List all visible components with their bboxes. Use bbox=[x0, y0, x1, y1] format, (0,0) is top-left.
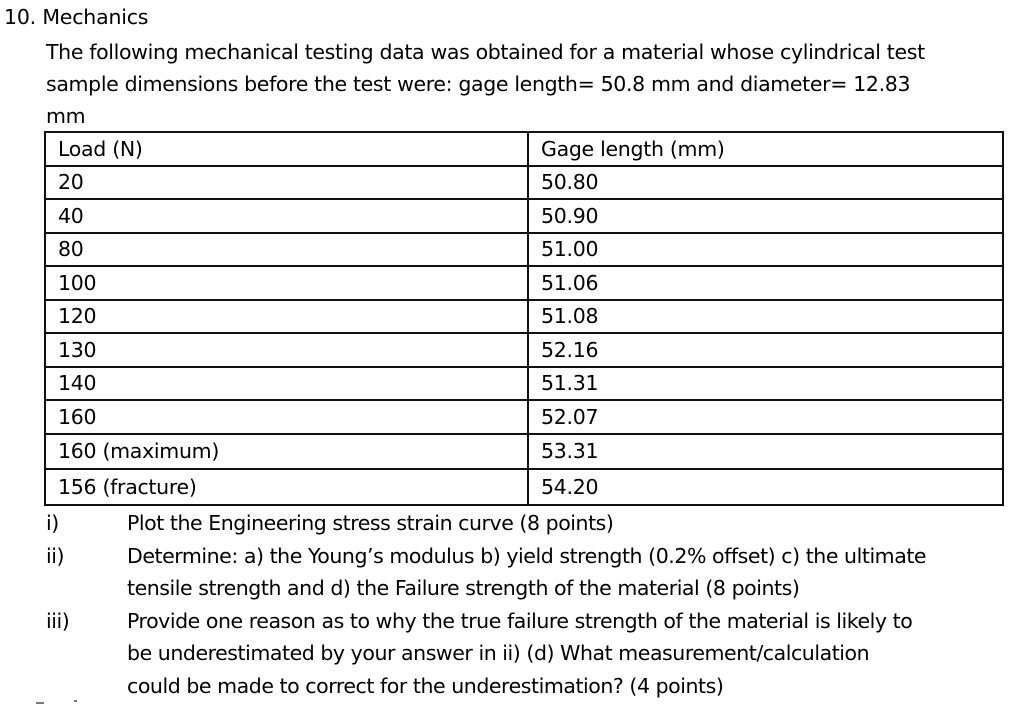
table-row-fracture: 156 (fracture) 54.20 bbox=[44, 468, 1004, 506]
table-row: 100 51.06 bbox=[44, 265, 1004, 301]
table-row: 120 51.08 bbox=[44, 298, 1004, 334]
subquestion-text: Plot the Engineering stress strain curve… bbox=[127, 511, 614, 535]
load-cell: 160 (maximum) bbox=[44, 432, 529, 470]
gage-length-cell: 50.80 bbox=[527, 164, 1004, 200]
subquestion-label: ii) bbox=[46, 543, 65, 568]
table-row: 80 51.00 bbox=[44, 231, 1004, 267]
table-header-row: Load (N) Gage length (mm) bbox=[44, 131, 1004, 167]
fragment-mark bbox=[36, 702, 44, 704]
gage-length-cell: 51.06 bbox=[527, 265, 1004, 301]
subquestion-i: i) Plot the Engineering stress strain cu… bbox=[46, 507, 1016, 540]
gage-length-cell: 51.31 bbox=[527, 365, 1004, 401]
subquestion-text: be underestimated by your answer in ii) … bbox=[127, 641, 870, 665]
table-row: 20 50.80 bbox=[44, 164, 1004, 200]
gage-length-cell: 52.16 bbox=[527, 332, 1004, 368]
question-intro: The following mechanical testing data wa… bbox=[46, 36, 1016, 132]
table-row: 130 52.16 bbox=[44, 332, 1004, 368]
testing-data-table: Load (N) Gage length (mm) 20 50.80 40 50… bbox=[44, 131, 1004, 506]
gage-length-cell: 52.07 bbox=[527, 399, 1004, 435]
subquestion-iii: iii) Provide one reason as to why the tr… bbox=[46, 605, 1016, 703]
gage-length-cell: 51.00 bbox=[527, 231, 1004, 267]
header-load: Load (N) bbox=[44, 131, 529, 167]
intro-line: mm bbox=[46, 104, 86, 128]
load-cell: 130 bbox=[44, 332, 529, 368]
load-cell: 20 bbox=[44, 164, 529, 200]
fragment-mark bbox=[74, 700, 77, 702]
subquestion-text: Determine: a) the Young’s modulus b) yie… bbox=[127, 543, 927, 568]
subquestion-text: could be made to correct for the underes… bbox=[127, 673, 724, 698]
subquestion-list: i) Plot the Engineering stress strain cu… bbox=[46, 507, 1016, 702]
load-cell: 160 bbox=[44, 399, 529, 435]
table-row: 140 51.31 bbox=[44, 365, 1004, 401]
load-cell: 100 bbox=[44, 265, 529, 301]
cropped-text-fragment bbox=[34, 700, 84, 704]
load-cell: 140 bbox=[44, 365, 529, 401]
subquestion-text: Provide one reason as to why the true fa… bbox=[127, 608, 913, 633]
load-cell: 80 bbox=[44, 231, 529, 267]
table-row: 40 50.90 bbox=[44, 198, 1004, 234]
question-heading: 10. Mechanics bbox=[4, 5, 149, 29]
load-cell: 156 (fracture) bbox=[44, 468, 529, 506]
load-cell: 40 bbox=[44, 198, 529, 234]
subquestion-text: tensile strength and d) the Failure stre… bbox=[127, 576, 800, 600]
gage-length-cell: 54.20 bbox=[527, 468, 1004, 506]
table-row-maximum: 160 (maximum) 53.31 bbox=[44, 432, 1004, 470]
gage-length-cell: 53.31 bbox=[527, 432, 1004, 470]
subquestion-ii: ii) Determine: a) the Young’s modulus b)… bbox=[46, 540, 1016, 605]
subquestion-label: i) bbox=[46, 511, 59, 535]
table-row: 160 52.07 bbox=[44, 399, 1004, 435]
load-cell: 120 bbox=[44, 298, 529, 334]
intro-line: sample dimensions before the test were: … bbox=[46, 72, 911, 96]
gage-length-cell: 51.08 bbox=[527, 298, 1004, 334]
intro-line: The following mechanical testing data wa… bbox=[46, 40, 925, 64]
subquestion-label: iii) bbox=[46, 608, 70, 633]
gage-length-cell: 50.90 bbox=[527, 198, 1004, 234]
header-gage-length: Gage length (mm) bbox=[527, 131, 1004, 167]
